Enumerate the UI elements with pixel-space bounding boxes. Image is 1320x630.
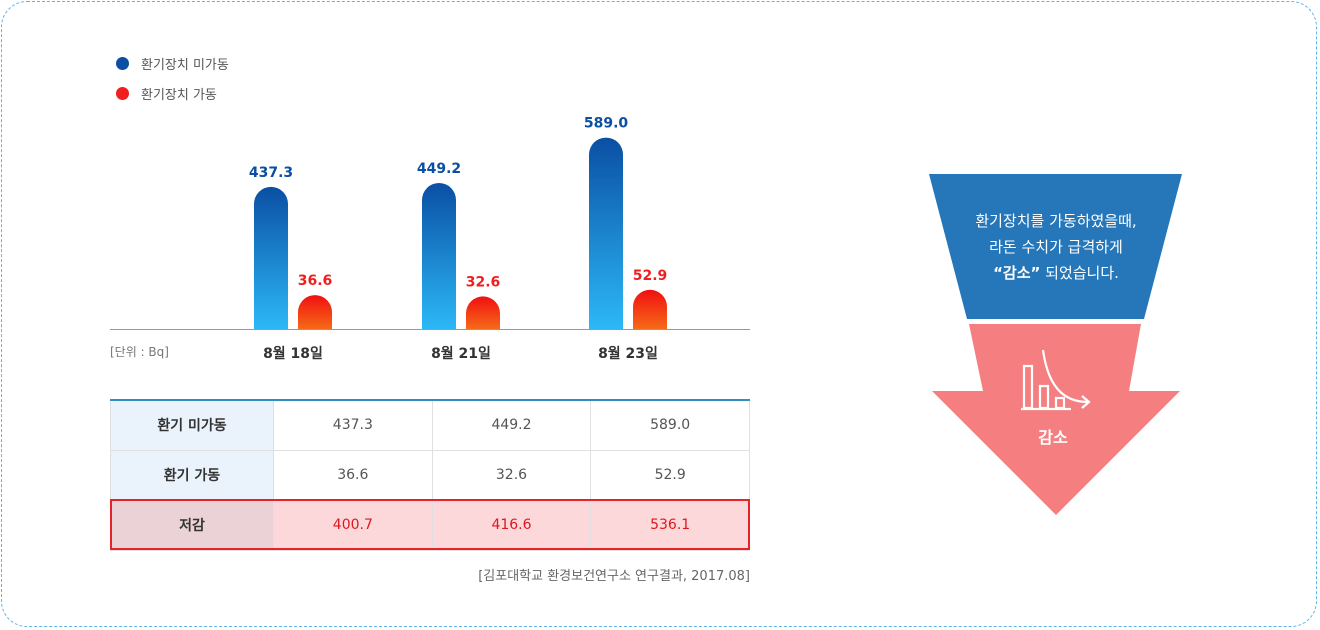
data-table: 환기 미가동 437.3 449.2 589.0 환기 가동 36.6 32.6… [110,399,750,551]
bar-value-label: 52.9 [633,268,668,284]
bar-not-running [422,183,456,329]
table-cell: 536.1 [590,499,750,551]
table-row-not-running: 환기 미가동 437.3 449.2 589.0 [110,399,750,451]
bar-running [633,289,667,329]
bar-not-running [254,186,288,329]
callout-line-3: “감소” 되었습니다. [930,260,1182,286]
callout-line-2: 라돈 수치가 급격하게 [989,238,1123,256]
legend-label-running: 환기장치 가동 [141,87,217,103]
table-cell: 416.6 [431,499,592,551]
unit-label: [단위 : Bq] [110,345,169,359]
callout-emphasis: “감소” [993,264,1041,282]
table-cell: 589.0 [590,399,750,451]
callout-arrow-bottom [932,324,1180,515]
callout-line-3-rest: 되었습니다. [1040,264,1119,282]
bar-value-label: 589.0 [584,116,629,132]
table-cell: 449.2 [431,399,592,451]
legend-label-not-running: 환기장치 미가동 [141,57,229,73]
legend-item-not-running: 환기장치 미가동 [116,48,229,78]
table-row-header: 저감 [110,499,274,551]
bar-value-label: 437.3 [249,165,293,181]
bar-value-label: 32.6 [466,274,501,290]
bar-running [298,295,332,329]
bar-not-running [589,137,623,329]
reduce-label: 감소 [1038,428,1068,447]
x-tick-label: 8월 18일 [263,346,323,362]
callout-funnel-top [929,174,1182,319]
table-cell: 52.9 [590,449,750,501]
table-cell: 437.3 [273,399,433,451]
decrease-trend-icon [1021,349,1091,411]
bar-value-label: 449.2 [417,161,461,177]
legend-item-running: 환기장치 가동 [116,78,229,108]
table-row-running: 환기 가동 36.6 32.6 52.9 [110,449,750,501]
bar-value-label: 36.6 [298,273,333,289]
table-row-reduction: 저감 400.7 416.6 536.1 [110,499,750,551]
table-row-header: 환기 가동 [110,449,274,501]
table-row-header: 환기 미가동 [110,399,274,451]
table-cell: 32.6 [431,449,592,501]
callout-message: 환기장치를 가동하였을때, 라돈 수치가 급격하게 “감소” 되었습니다. [930,208,1182,286]
x-tick-label: 8월 21일 [431,346,491,362]
x-tick-label: 8월 23일 [598,346,658,362]
legend-dot-red [116,86,129,100]
source-note: [김포대학교 환경보건연구소 연구결과, 2017.08] [478,569,750,584]
legend-dot-blue [116,56,129,70]
callout-line-1: 환기장치를 가동하였을때, [975,212,1137,230]
table-cell: 400.7 [273,499,433,551]
chart-legend: 환기장치 미가동 환기장치 가동 [116,48,229,108]
table-cell: 36.6 [273,449,433,501]
bar-running [466,296,500,329]
